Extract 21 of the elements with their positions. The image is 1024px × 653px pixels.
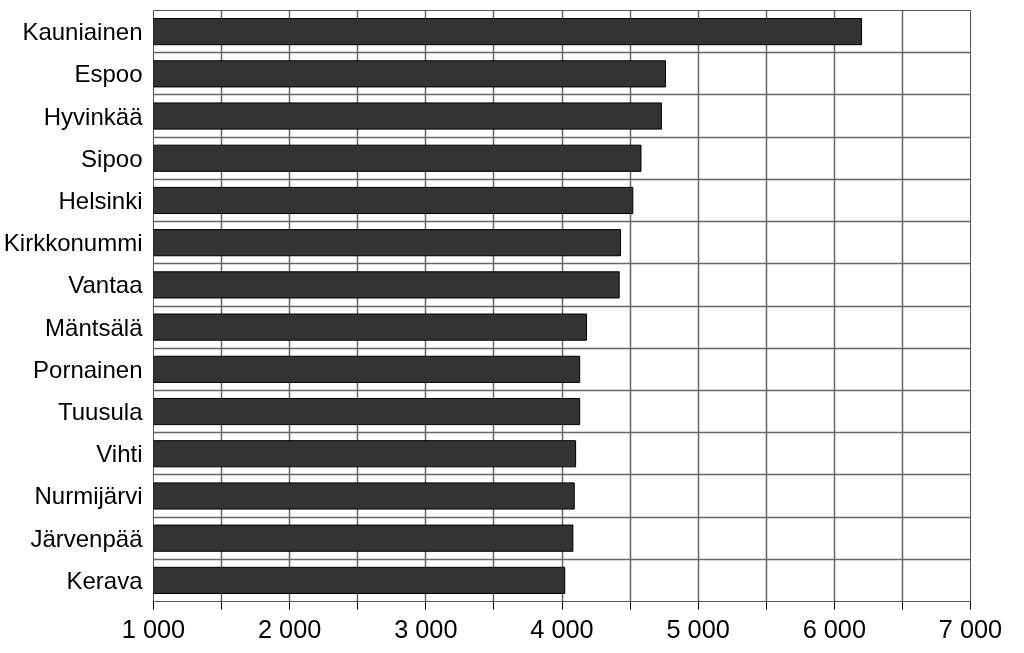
y-tick-label: Vihti (96, 440, 143, 468)
y-tick-label: Pornainen (33, 355, 143, 383)
x-tick-label: 5 000 (666, 614, 730, 643)
y-tick-label: Hyvinkää (43, 102, 144, 130)
x-tick-label: 3 000 (394, 614, 458, 643)
x-tick-label: 6 000 (802, 614, 867, 643)
y-tick-label: Järvenpää (30, 524, 144, 552)
y-tick-label: Kauniainen (22, 18, 143, 46)
y-tick-label: Nurmijärvi (34, 482, 143, 510)
y-tick-label: Vantaa (68, 271, 144, 299)
y-tick-label: Mäntsälä (45, 313, 144, 341)
y-tick-label: Kirkkonummi (3, 229, 143, 257)
y-tick-label: Kerava (66, 566, 144, 594)
x-tick-label: 7 000 (938, 614, 1003, 643)
y-tick-label: Sipoo (81, 144, 143, 172)
x-tick-label: 2 000 (257, 614, 322, 643)
x-tick-label: 4 000 (530, 614, 594, 643)
y-tick-label: Helsinki (58, 186, 143, 214)
x-tick-label: 1 000 (121, 614, 186, 643)
y-tick-label: Espoo (74, 60, 143, 88)
y-tick-label: Tuusula (58, 398, 144, 426)
